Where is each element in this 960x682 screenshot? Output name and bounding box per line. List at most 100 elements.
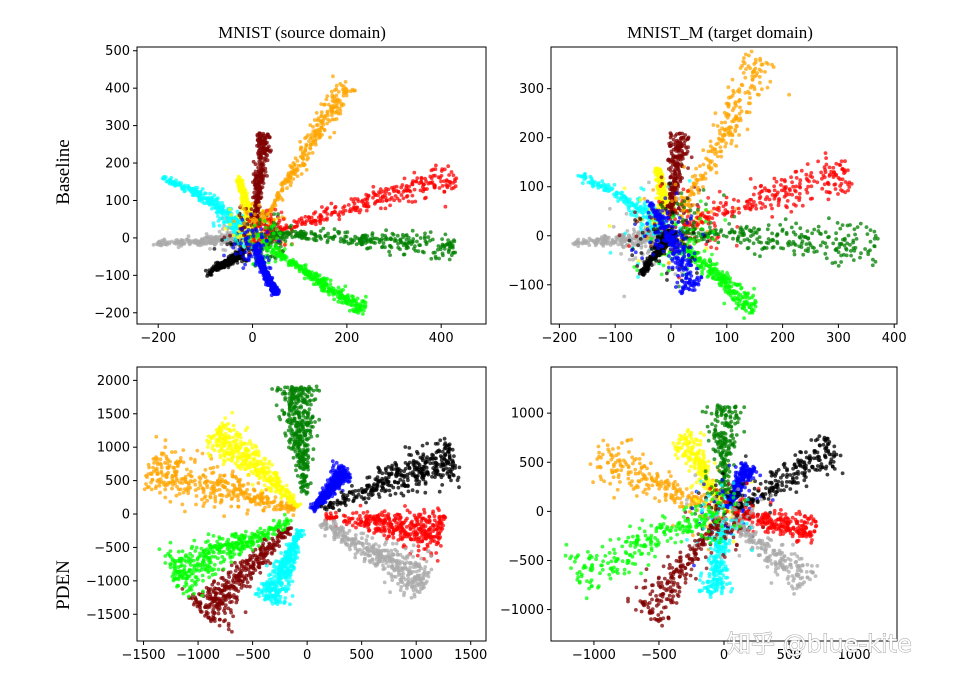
scatter-point bbox=[448, 179, 452, 184]
scatter-point bbox=[424, 240, 429, 245]
scatter-point bbox=[416, 249, 421, 254]
scatter-point bbox=[392, 189, 396, 194]
scatter-point bbox=[429, 256, 434, 261]
scatter-point bbox=[436, 244, 441, 248]
scatter-point bbox=[676, 139, 680, 144]
scatter-point bbox=[864, 225, 869, 230]
scatter-point bbox=[222, 253, 226, 258]
scatter-point bbox=[827, 165, 832, 170]
scatter-point bbox=[266, 258, 271, 263]
scatter-point bbox=[758, 80, 762, 85]
scatter-point bbox=[286, 177, 291, 181]
scatter-point bbox=[257, 222, 261, 226]
scatter-point bbox=[220, 263, 225, 268]
scatter-point bbox=[384, 228, 388, 233]
scatter-point bbox=[166, 179, 171, 184]
scatter-point bbox=[313, 234, 318, 239]
scatter-point bbox=[412, 170, 417, 175]
scatter-point bbox=[336, 299, 341, 304]
scatter-point bbox=[623, 195, 628, 200]
scatter-point bbox=[669, 134, 674, 138]
scatter-point bbox=[351, 207, 356, 211]
scatter-point bbox=[310, 142, 315, 147]
scatter-point bbox=[396, 241, 400, 246]
scatter-point bbox=[380, 194, 385, 199]
scatter-point bbox=[371, 190, 376, 195]
scatter-point bbox=[238, 184, 243, 188]
scatter-point bbox=[726, 130, 730, 135]
scatter-point bbox=[414, 179, 418, 184]
scatter-point bbox=[737, 98, 742, 103]
scatter-point bbox=[784, 193, 788, 198]
scatter-point bbox=[242, 221, 246, 226]
scatter-point bbox=[642, 202, 647, 207]
scatter-point bbox=[283, 257, 288, 262]
scatter-point bbox=[636, 275, 640, 279]
scatter-point bbox=[404, 246, 409, 251]
scatter-point bbox=[243, 262, 248, 267]
scatter-point bbox=[286, 260, 291, 265]
scatter-point bbox=[309, 230, 314, 234]
scatter-point bbox=[635, 201, 640, 206]
scatter-point bbox=[355, 205, 360, 210]
scatter-point bbox=[310, 151, 315, 155]
scatter-point bbox=[389, 245, 394, 250]
scatter-point bbox=[256, 192, 261, 197]
scatter-point bbox=[736, 199, 741, 203]
scatter-point bbox=[231, 233, 236, 238]
scatter-point bbox=[717, 189, 722, 194]
scatter-point bbox=[201, 193, 205, 198]
x-tick-label: −200 bbox=[140, 331, 176, 346]
scatter-point bbox=[719, 154, 724, 159]
scatter-point bbox=[711, 200, 716, 205]
scatter-point bbox=[279, 244, 283, 249]
scatter-point bbox=[777, 197, 781, 201]
scatter-point bbox=[826, 190, 831, 195]
scatter-point bbox=[331, 235, 335, 240]
scatter-point bbox=[672, 169, 677, 174]
scatter-point bbox=[673, 134, 677, 138]
scatter-point bbox=[225, 242, 230, 247]
scatter-point bbox=[306, 273, 310, 278]
scatter-point bbox=[784, 204, 788, 208]
scatter-point bbox=[591, 183, 596, 188]
scatter-point bbox=[694, 181, 699, 185]
scatter-point bbox=[354, 305, 358, 310]
scatter-point bbox=[668, 158, 673, 162]
scatter-point bbox=[669, 185, 674, 190]
scatter-point bbox=[681, 135, 686, 140]
scatter-point bbox=[334, 87, 339, 91]
scatter-point bbox=[753, 203, 758, 208]
scatter-point bbox=[759, 62, 764, 67]
scatter-point bbox=[379, 238, 383, 243]
scatter-point bbox=[715, 124, 720, 128]
scatter-point bbox=[769, 203, 773, 207]
scatter-point bbox=[804, 172, 809, 177]
scatter-point bbox=[700, 211, 705, 216]
scatter-point bbox=[251, 219, 256, 223]
scatter-point bbox=[790, 192, 794, 197]
scatter-point bbox=[595, 237, 599, 242]
scatter-point bbox=[332, 210, 337, 214]
scatter-point bbox=[205, 239, 210, 244]
scatter-point bbox=[310, 135, 314, 140]
scatter-point bbox=[220, 238, 225, 242]
scatter-point bbox=[691, 203, 696, 207]
scatter-point bbox=[273, 207, 278, 212]
scatter-point bbox=[611, 240, 616, 245]
scatter-point bbox=[303, 136, 307, 141]
scatter-point bbox=[451, 245, 455, 250]
scatter-point bbox=[694, 177, 698, 182]
scatter-point bbox=[222, 235, 227, 240]
scatter-point bbox=[719, 139, 724, 144]
scatter-point bbox=[737, 133, 741, 137]
scatter-point bbox=[261, 181, 266, 186]
scatter-point bbox=[394, 184, 399, 189]
scatter-point bbox=[185, 238, 190, 243]
scatter-point bbox=[342, 204, 347, 209]
scatter-point bbox=[322, 128, 327, 133]
scatter-point bbox=[239, 241, 243, 246]
scatter-point bbox=[824, 156, 828, 161]
scatter-point bbox=[336, 285, 341, 290]
